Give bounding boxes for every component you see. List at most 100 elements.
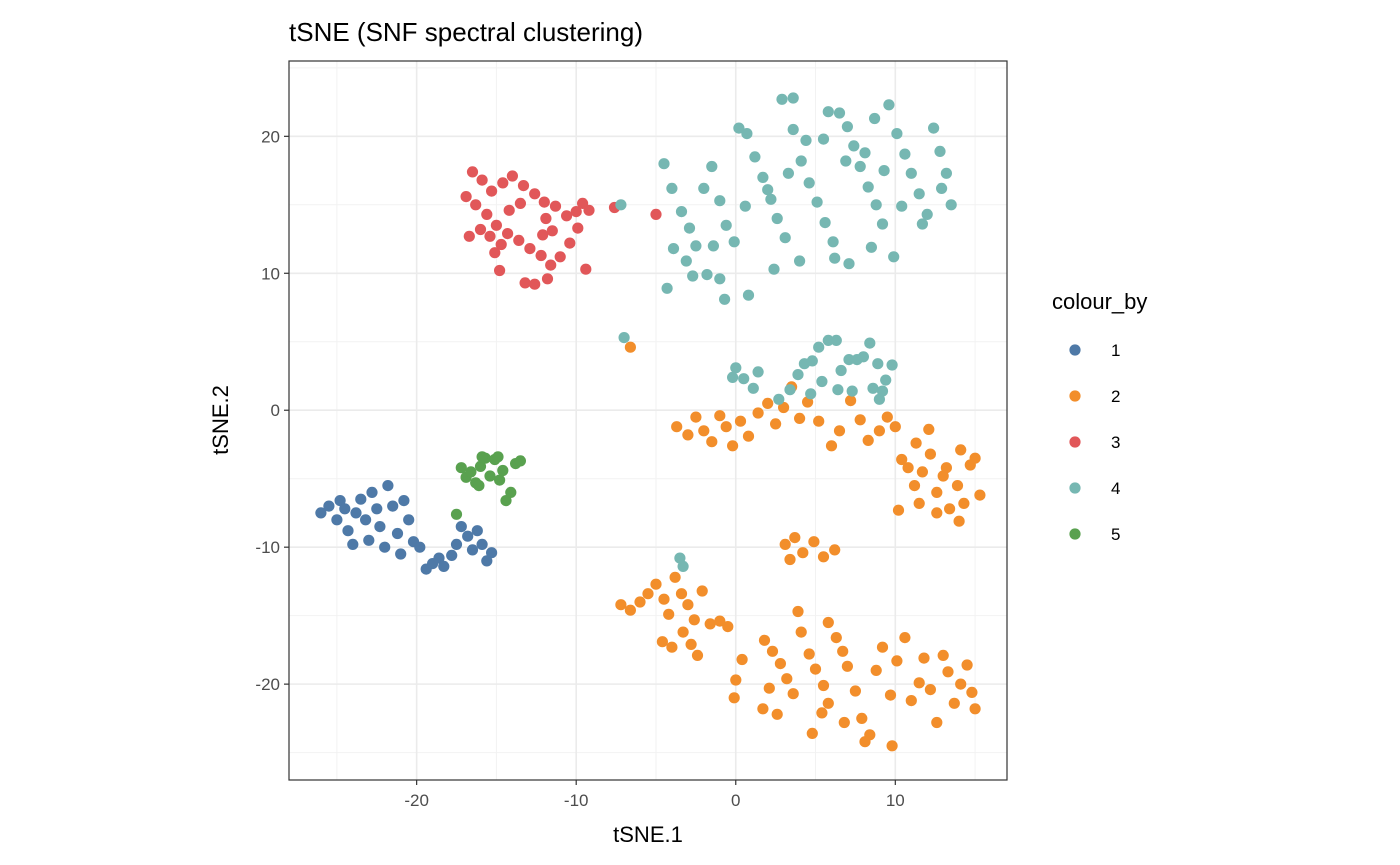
point-cluster-4: [872, 358, 884, 370]
point-cluster-2: [889, 421, 901, 433]
point-cluster-2: [955, 678, 967, 690]
point-cluster-4: [738, 373, 750, 385]
point-cluster-2: [856, 712, 868, 725]
point-cluster-2: [908, 480, 921, 492]
point-cluster-5: [514, 455, 527, 467]
point-cluster-2: [736, 653, 748, 666]
point-cluster-4: [945, 199, 957, 211]
point-cluster-4: [787, 92, 799, 104]
point-cluster-1: [323, 500, 335, 512]
point-cluster-2: [779, 538, 791, 551]
point-cluster-1: [455, 521, 467, 533]
point-cluster-4: [865, 241, 878, 253]
point-cluster-4: [934, 145, 946, 157]
y-tick-label: 0: [271, 401, 280, 420]
point-cluster-2: [845, 395, 857, 407]
point-cluster-4: [779, 232, 791, 244]
point-cluster-4: [913, 188, 925, 200]
point-cluster-2: [795, 626, 807, 638]
point-cluster-4: [714, 195, 726, 207]
point-cluster-4: [829, 252, 841, 264]
point-cluster-4: [792, 369, 804, 381]
point-cluster-4: [928, 122, 940, 134]
point-cluster-3: [538, 196, 550, 208]
point-cluster-5: [474, 460, 487, 472]
point-cluster-2: [862, 434, 874, 446]
point-cluster-3: [506, 170, 518, 182]
point-cluster-2: [771, 708, 783, 720]
point-cluster-2: [803, 648, 815, 660]
point-cluster-2: [918, 652, 930, 664]
point-cluster-2: [916, 466, 929, 478]
point-cluster-5: [473, 480, 485, 492]
point-cluster-4: [806, 355, 818, 367]
point-cluster-3: [513, 234, 525, 246]
point-cluster-4: [768, 263, 780, 275]
point-cluster-3: [481, 208, 493, 220]
point-cluster-2: [789, 532, 801, 544]
point-cluster-4: [827, 236, 839, 248]
point-cluster-4: [730, 362, 742, 374]
point-cluster-4: [816, 375, 828, 388]
point-cluster-1: [363, 534, 375, 546]
point-cluster-2: [931, 716, 943, 729]
point-cluster-1: [438, 560, 450, 573]
point-cluster-2: [794, 412, 806, 424]
point-cluster-2: [953, 515, 965, 527]
point-cluster-3: [470, 199, 482, 211]
legend-key-5: [1069, 528, 1081, 540]
point-cluster-2: [969, 703, 981, 715]
point-cluster-2: [720, 421, 732, 433]
point-cluster-2: [696, 585, 708, 597]
point-cluster-3: [476, 174, 488, 186]
point-cluster-1: [466, 544, 479, 556]
x-tick-label: 0: [731, 791, 740, 810]
point-cluster-2: [650, 578, 662, 590]
point-cluster-1: [334, 495, 346, 507]
legend-key-1: [1069, 344, 1081, 356]
point-cluster-2: [792, 605, 804, 618]
point-cluster-2: [734, 415, 747, 427]
point-cluster-2: [757, 703, 769, 715]
point-cluster-4: [883, 99, 895, 111]
point-cluster-2: [892, 504, 905, 516]
point-cluster-4: [615, 199, 627, 211]
point-cluster-4: [771, 212, 783, 225]
point-cluster-1: [350, 507, 362, 519]
axes: -20 -10 0 10 -20 -10 0 10 20: [255, 127, 904, 810]
point-cluster-2: [671, 421, 683, 433]
plot-panel: [289, 61, 1007, 780]
point-cluster-4: [869, 112, 881, 125]
point-cluster-3: [519, 277, 531, 289]
point-cluster-4: [843, 258, 855, 270]
point-cluster-1: [403, 514, 415, 526]
point-cluster-5: [484, 470, 496, 482]
point-cluster-3: [541, 273, 554, 285]
point-cluster-2: [766, 645, 779, 657]
point-cluster-4: [936, 182, 948, 194]
point-cluster-2: [886, 740, 898, 752]
point-cluster-1: [331, 514, 343, 526]
point-cluster-4: [817, 133, 830, 145]
point-cluster-5: [465, 466, 477, 478]
point-cluster-1: [339, 503, 351, 515]
point-cluster-3: [546, 225, 558, 237]
point-cluster-2: [854, 414, 866, 426]
point-cluster-4: [873, 393, 886, 405]
point-cluster-5: [494, 474, 506, 486]
point-cluster-3: [564, 237, 576, 249]
point-cluster-2: [763, 682, 775, 694]
point-cluster-4: [698, 182, 710, 194]
point-cluster-5: [497, 464, 509, 477]
point-cluster-2: [691, 649, 704, 662]
point-cluster-2: [923, 423, 935, 435]
point-cluster-3: [583, 204, 595, 216]
point-cluster-2: [859, 736, 871, 748]
point-cluster-2: [781, 673, 793, 685]
point-cluster-2: [797, 547, 809, 559]
point-cluster-1: [486, 547, 498, 559]
point-cluster-2: [837, 645, 849, 657]
point-cluster-3: [466, 166, 479, 178]
point-cluster-4: [787, 123, 799, 136]
